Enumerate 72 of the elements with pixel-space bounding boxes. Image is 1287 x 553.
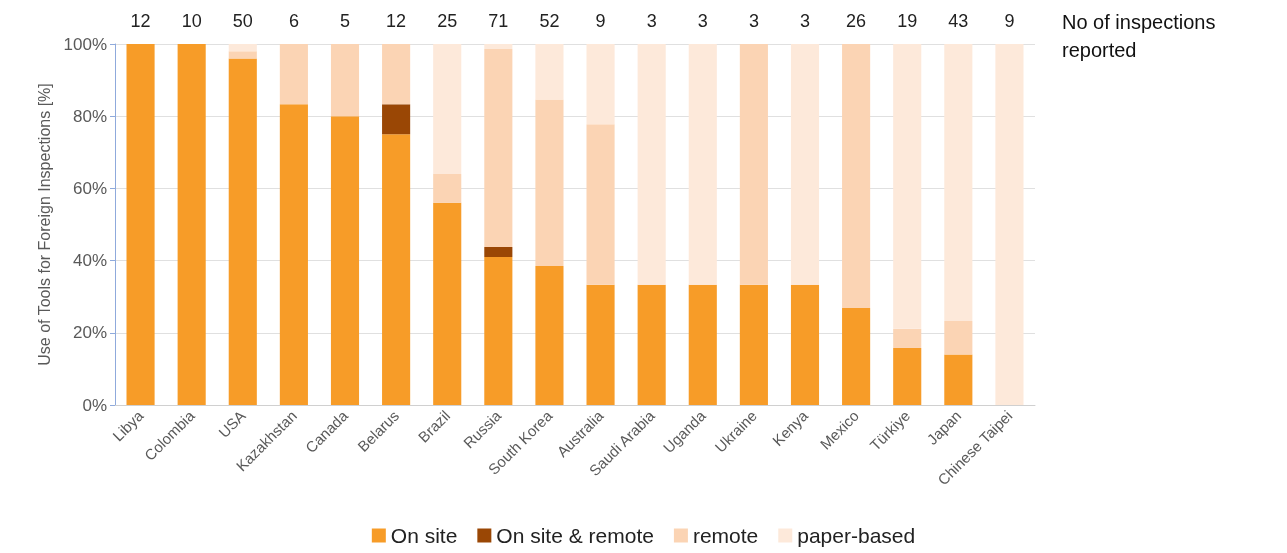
bar bbox=[535, 44, 564, 100]
annotation: 43 bbox=[948, 11, 969, 31]
bar bbox=[586, 284, 615, 405]
legend-label: paper-based bbox=[797, 524, 916, 547]
bar bbox=[433, 173, 462, 203]
bar bbox=[330, 44, 360, 117]
legend-label: On site & remote bbox=[496, 524, 654, 547]
annotation: 3 bbox=[748, 11, 759, 31]
bar bbox=[688, 44, 717, 285]
annotation: 19 bbox=[897, 11, 918, 31]
bar bbox=[790, 44, 820, 285]
bar bbox=[535, 99, 564, 267]
annotation: 9 bbox=[1004, 11, 1015, 31]
text: No of inspections reported bbox=[1062, 11, 1221, 61]
bar bbox=[484, 256, 513, 405]
bar bbox=[739, 284, 768, 405]
bar bbox=[893, 328, 922, 348]
bar bbox=[790, 284, 820, 405]
bar bbox=[433, 44, 462, 174]
bar bbox=[228, 58, 257, 405]
bar bbox=[995, 44, 1024, 405]
annotation: 71 bbox=[488, 11, 509, 31]
bar bbox=[177, 44, 206, 405]
y-tick-label: 40% bbox=[72, 251, 107, 271]
annotation: 10 bbox=[181, 11, 202, 31]
bar bbox=[842, 307, 871, 405]
y-tick-label: 100% bbox=[63, 34, 107, 54]
bar bbox=[944, 320, 973, 355]
bar bbox=[484, 49, 513, 247]
annotation: 12 bbox=[130, 11, 151, 31]
bar bbox=[535, 266, 564, 405]
bar bbox=[228, 51, 257, 59]
bar bbox=[279, 44, 308, 105]
bar bbox=[382, 104, 411, 135]
bar bbox=[893, 347, 922, 405]
bar bbox=[688, 284, 717, 405]
annotation: 26 bbox=[846, 11, 867, 31]
bar bbox=[484, 44, 513, 50]
bar bbox=[893, 44, 922, 329]
bar bbox=[637, 284, 666, 405]
y-axis-title: Use of Tools for Foreign Inspections [%] bbox=[36, 83, 54, 366]
bar bbox=[944, 44, 973, 321]
annotation: 52 bbox=[539, 11, 560, 31]
annotation: 50 bbox=[232, 11, 253, 31]
annotation: 3 bbox=[646, 11, 657, 31]
bar bbox=[637, 44, 666, 285]
bar bbox=[228, 44, 257, 52]
annotation: 9 bbox=[595, 11, 606, 31]
bar bbox=[586, 124, 615, 285]
legend-label: On site bbox=[390, 524, 458, 547]
legend-label: remote bbox=[692, 524, 759, 547]
bar bbox=[944, 354, 973, 405]
annotation: 12 bbox=[386, 11, 407, 31]
y-tick-label: 20% bbox=[72, 323, 107, 343]
y-tick-label: 80% bbox=[72, 106, 107, 126]
bar bbox=[484, 246, 513, 257]
bar bbox=[126, 44, 155, 405]
y-tick-label: 0% bbox=[82, 395, 107, 415]
annotation: 5 bbox=[339, 11, 351, 31]
bar bbox=[433, 202, 462, 405]
annotation: 3 bbox=[697, 11, 708, 31]
bar bbox=[279, 104, 308, 405]
bar bbox=[586, 44, 615, 125]
annotation: 25 bbox=[437, 11, 458, 31]
annotation: 3 bbox=[799, 11, 811, 31]
annotation: 6 bbox=[288, 11, 299, 31]
bar bbox=[842, 44, 871, 308]
bar bbox=[330, 116, 360, 405]
bar bbox=[382, 44, 411, 105]
bar bbox=[739, 44, 768, 285]
bar bbox=[382, 134, 411, 405]
y-tick-label: 60% bbox=[72, 178, 107, 198]
